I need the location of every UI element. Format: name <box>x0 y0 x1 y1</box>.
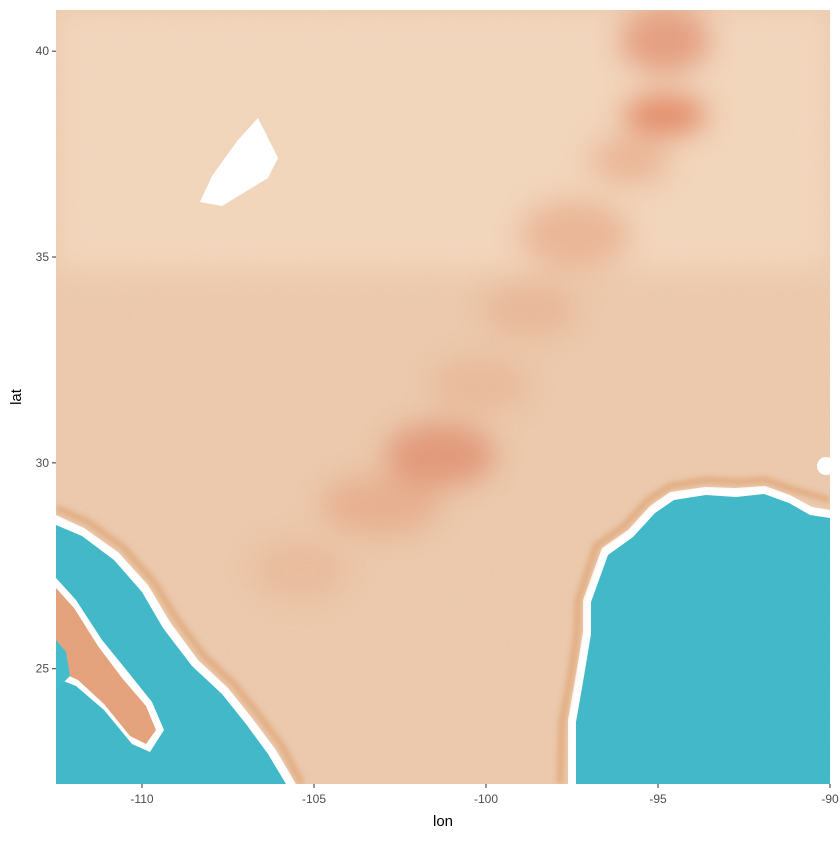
x-axis-title: lon <box>433 813 453 830</box>
y-tick-label: 25 <box>36 662 50 676</box>
y-tick-label: 30 <box>36 456 50 470</box>
baja-west-water <box>56 640 70 690</box>
y-tick-label: 40 <box>36 44 50 58</box>
baja-peninsula-land <box>56 588 156 744</box>
y-axis-title: lat <box>8 388 25 405</box>
coast-shadow-gulf <box>557 476 830 784</box>
x-tick-label: -100 <box>474 792 498 806</box>
x-tick-label: -95 <box>649 792 667 806</box>
map-panel <box>56 10 830 784</box>
y-tick-label: 35 <box>36 250 50 264</box>
x-tick-label: -110 <box>130 792 153 806</box>
x-axis: -110 -105 -100 -95 -90 <box>130 784 839 806</box>
lake-patch <box>200 118 278 206</box>
land-dark-streak <box>250 10 710 600</box>
x-tick-label: -90 <box>821 792 839 806</box>
island-patch <box>817 457 830 475</box>
land-tint-north <box>56 10 830 270</box>
x-tick-label: -105 <box>302 792 326 806</box>
y-axis: 25 30 35 40 <box>36 44 56 676</box>
coast-shadow-pacific <box>56 505 305 784</box>
gulf-water-fill <box>576 494 830 784</box>
